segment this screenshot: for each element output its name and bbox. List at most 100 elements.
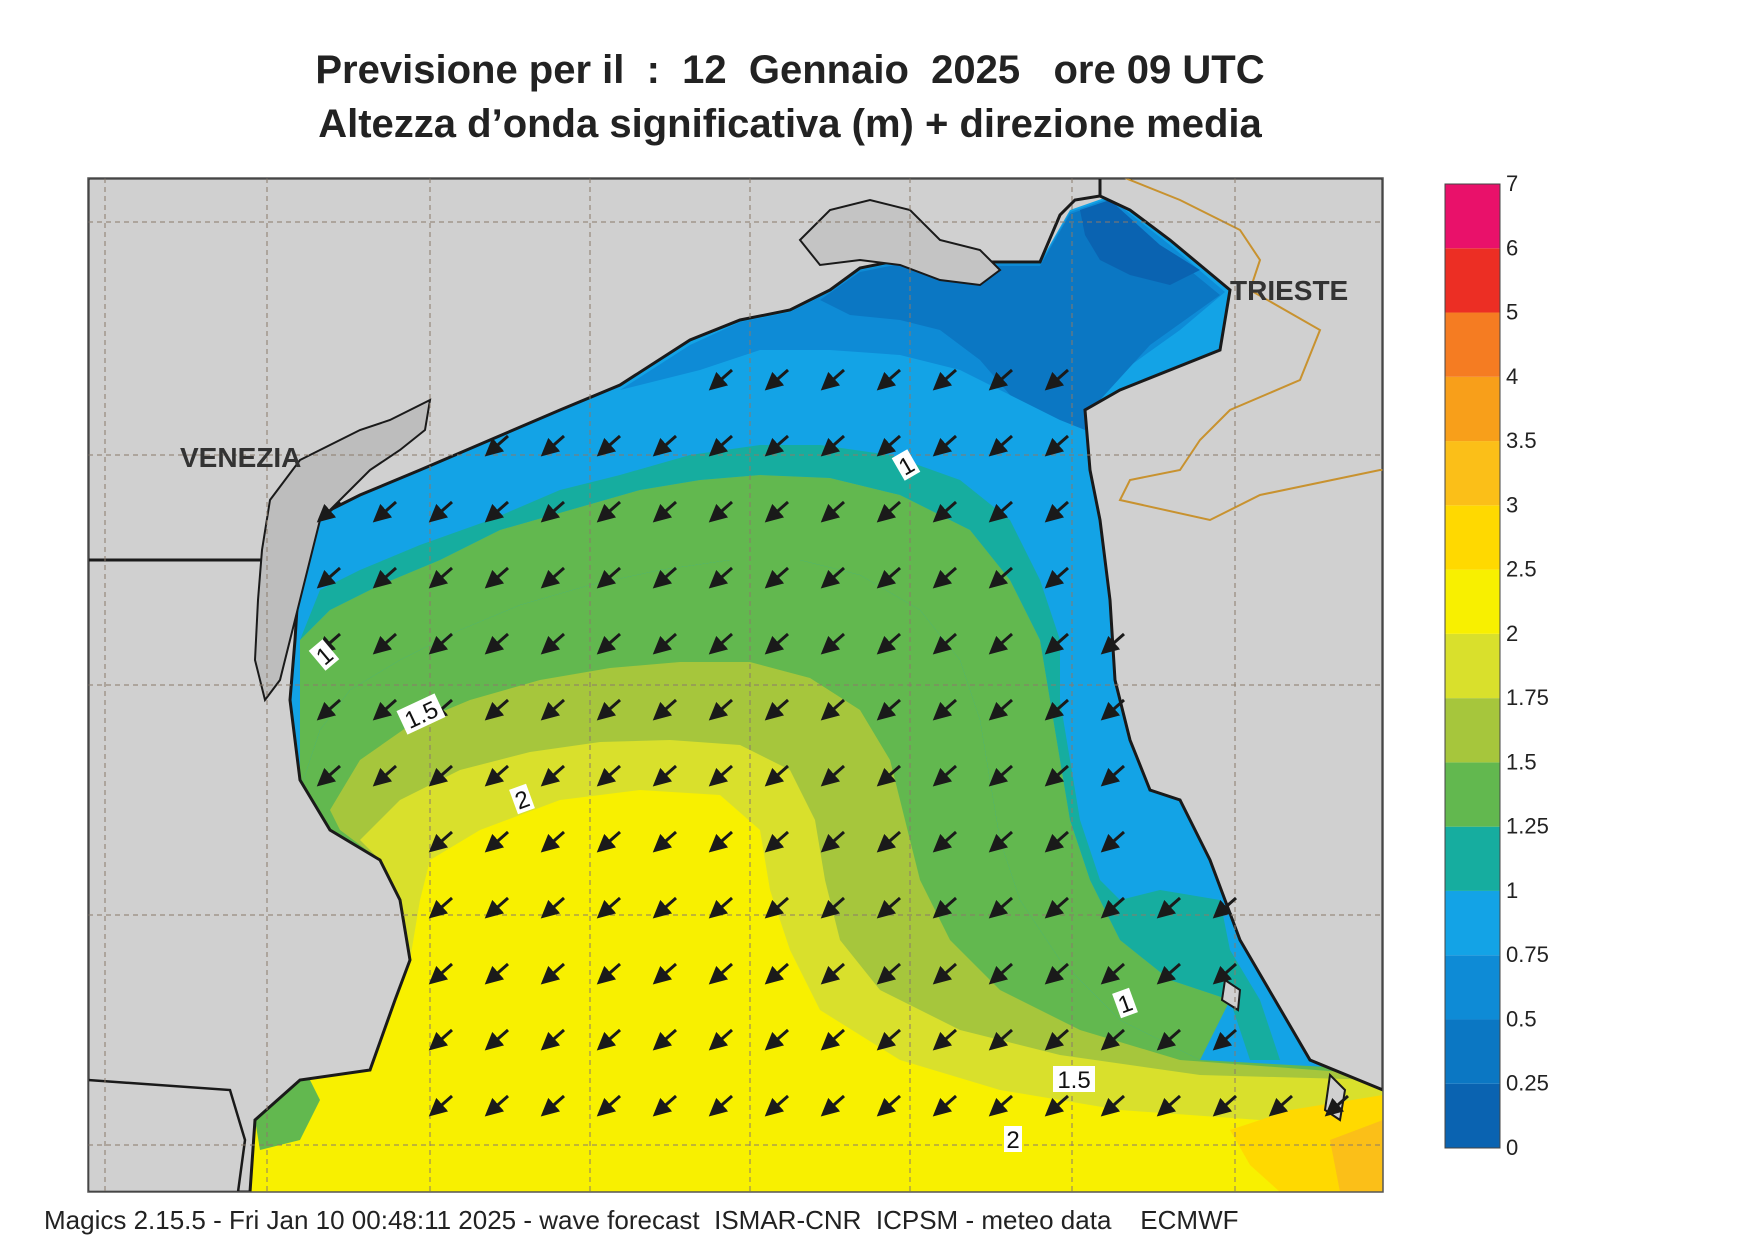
direction-arrow: [596, 1028, 621, 1051]
direction-arrow: [484, 830, 509, 853]
direction-arrow: [540, 764, 565, 787]
land-lagoon-island: [798, 198, 1002, 287]
svg-text:2: 2: [1006, 1127, 1019, 1154]
legend-swatch: [1445, 1019, 1500, 1084]
direction-arrow: [372, 566, 397, 589]
direction-arrow: [596, 500, 621, 523]
direction-arrow: [1212, 1028, 1237, 1051]
direction-arrow: [316, 500, 341, 523]
legend-label: 2.5: [1506, 557, 1537, 582]
direction-arrow: [1044, 434, 1069, 457]
direction-arrow: [1044, 896, 1069, 919]
direction-arrow: [372, 500, 397, 523]
color-legend: 0 0.25 0.5 0.75 1 1.25 1.5 1.75 2 2.5 3 3.5 4 5 6 7: [1444, 171, 1549, 1160]
direction-arrow: [764, 1094, 789, 1117]
direction-arrow: [428, 500, 453, 523]
direction-arrow: [764, 896, 789, 919]
direction-arrow: [1100, 1028, 1125, 1051]
direction-arrow: [484, 764, 509, 787]
direction-arrow: [988, 1094, 1013, 1117]
direction-arrow: [596, 566, 621, 589]
direction-arrow: [484, 632, 509, 655]
direction-arrow: [820, 1028, 845, 1051]
direction-arrow: [988, 434, 1013, 457]
legend-swatch: [1445, 890, 1500, 956]
direction-arrow: [540, 830, 565, 853]
direction-arrow: [540, 1094, 565, 1117]
direction-arrow: [932, 500, 957, 523]
legend-swatch: [1445, 312, 1500, 377]
direction-arrow: [1044, 566, 1069, 589]
land-east: [1083, 178, 1383, 1092]
legend-swatch: [1445, 184, 1500, 249]
direction-arrow: [540, 1028, 565, 1051]
direction-arrow: [1044, 1094, 1069, 1117]
direction-arrow: [820, 896, 845, 919]
legend-swatch: [1445, 955, 1500, 1020]
legend-frame: [1444, 183, 1501, 1149]
contour-label-1-east: 1: [1112, 987, 1138, 1019]
direction-arrow: [596, 896, 621, 919]
footer-credits: Magics 2.15.5 - Fri Jan 10 00:48:11 2025…: [44, 1205, 1239, 1235]
direction-arrow: [1212, 1094, 1237, 1117]
legend-swatch: [1445, 505, 1500, 570]
direction-arrow: [820, 962, 845, 985]
direction-arrow: [876, 962, 901, 985]
direction-arrow: [1100, 1094, 1125, 1117]
direction-arrow: [1212, 962, 1237, 985]
direction-arrow: [876, 1028, 901, 1051]
direction-arrow: [652, 1028, 677, 1051]
direction-arrow: [820, 698, 845, 721]
city-label-trieste: TRIESTE: [1230, 275, 1348, 306]
direction-arrow: [708, 764, 733, 787]
direction-arrow: [1044, 1028, 1069, 1051]
direction-arrow: [372, 764, 397, 787]
legend-label: 5: [1506, 300, 1518, 325]
direction-arrow: [764, 830, 789, 853]
direction-arrow: [932, 632, 957, 655]
direction-arrow: [1100, 962, 1125, 985]
direction-arrow: [708, 1028, 733, 1051]
contour-label-2-south: 2: [1004, 1126, 1022, 1154]
direction-arrow: [596, 764, 621, 787]
direction-arrow: [988, 368, 1013, 391]
direction-arrow: [932, 434, 957, 457]
direction-arrow: [708, 500, 733, 523]
legend-label: 0.5: [1506, 1006, 1537, 1031]
direction-arrow: [876, 896, 901, 919]
direction-arrow: [596, 632, 621, 655]
direction-arrow: [540, 632, 565, 655]
direction-arrow: [820, 566, 845, 589]
direction-arrow: [932, 962, 957, 985]
direction-arrow: [1100, 830, 1125, 853]
direction-arrow: [540, 500, 565, 523]
direction-arrow: [1100, 764, 1125, 787]
contour-label-1.5-south: 1.5: [1053, 1066, 1095, 1094]
direction-arrow: [596, 962, 621, 985]
direction-arrow: [540, 566, 565, 589]
contour-band-1: [300, 445, 1280, 1060]
direction-arrow: [820, 764, 845, 787]
direction-arrow: [708, 896, 733, 919]
direction-arrow: [596, 698, 621, 721]
legend-label: 0: [1506, 1135, 1518, 1160]
direction-arrow: [988, 764, 1013, 787]
land-west: [88, 558, 412, 1192]
direction-arrow: [484, 500, 509, 523]
direction-arrow: [1044, 830, 1069, 853]
direction-arrow: [428, 1028, 453, 1051]
direction-arrow: [1212, 896, 1237, 919]
contour-label-2-west: 2: [509, 783, 535, 815]
legend-swatch: [1445, 633, 1500, 699]
wave-direction-arrows: [316, 368, 1349, 1117]
direction-arrow: [428, 896, 453, 919]
legend-swatch: [1445, 698, 1500, 763]
map-frame: [87, 177, 1384, 1193]
direction-arrow: [708, 1094, 733, 1117]
direction-arrow: [484, 962, 509, 985]
direction-arrow: [484, 1094, 509, 1117]
direction-arrow: [484, 896, 509, 919]
direction-arrow: [876, 1094, 901, 1117]
direction-arrow: [764, 632, 789, 655]
legend-label: 1.25: [1506, 814, 1549, 839]
